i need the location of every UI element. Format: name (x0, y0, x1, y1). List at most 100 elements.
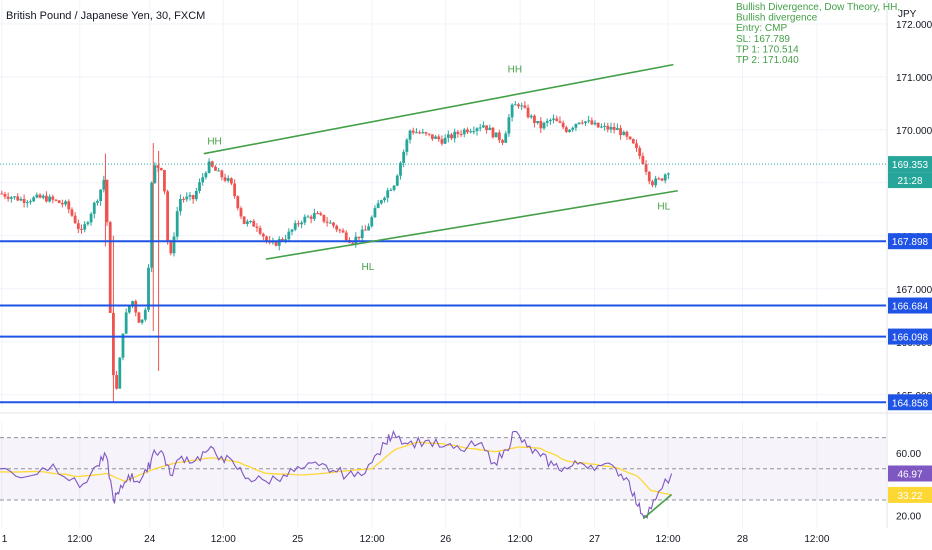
candle-body-148 (472, 131, 476, 133)
candle-body-105 (335, 225, 339, 230)
candle-body-158 (504, 133, 508, 143)
candle-body-154 (491, 127, 495, 138)
candle-body-113 (360, 229, 364, 239)
rsi-value-tag: 46.97 (897, 469, 922, 480)
candle-body-127 (405, 139, 409, 152)
level-tag-1-bg (888, 297, 932, 314)
candle-body-171 (545, 121, 549, 123)
trade-note-line-5: TP 2: 171.040 (736, 55, 799, 66)
candle-body-49 (156, 165, 160, 168)
candle-body-130 (415, 132, 418, 134)
candle-body-62 (198, 182, 201, 192)
candle-body-29 (92, 202, 96, 214)
candle-body-199 (635, 143, 638, 149)
candle-body-32 (102, 179, 106, 190)
time-axis[interactable]: 1 12:00 24 12:00 25 12:00 26 12:00 27 12:00 28 12:0… (2, 534, 830, 545)
candle-body-118 (376, 203, 380, 209)
candle-body-8 (25, 202, 29, 204)
candle-body-93 (297, 223, 300, 225)
countdown-tag-bg (888, 172, 932, 189)
candle-body-116 (370, 217, 374, 227)
price-tick-5: 167.000 (896, 285, 932, 296)
time-tick-3: 12:00 (211, 534, 236, 545)
countdown-tag: 21:28 (897, 176, 922, 187)
candle-body-4 (13, 196, 16, 198)
candle-body-55 (175, 211, 179, 237)
candle-body-107 (341, 230, 345, 233)
level-tag-2-bg (888, 328, 932, 345)
time-tick-5: 12:00 (360, 534, 385, 545)
symbol-title[interactable]: British Pound / Japanese Yen, 30, FXCM (6, 10, 205, 22)
candle-body-139 (443, 137, 447, 144)
candle-body-164 (523, 105, 527, 108)
candle-body-92 (293, 223, 297, 230)
candle-body-175 (558, 121, 562, 123)
candle-body-59 (188, 195, 192, 197)
candle-body-95 (303, 216, 307, 223)
time-tick-6: 26 (440, 534, 452, 545)
candle-body-31 (99, 189, 103, 202)
time-tick-11: 12:00 (804, 534, 829, 545)
candle-body-77 (245, 221, 249, 224)
candle-body-72 (230, 178, 233, 184)
candle-body-121 (386, 190, 390, 198)
candle-body-102 (325, 221, 329, 223)
candle-body-17 (54, 199, 58, 201)
candle-body-124 (395, 175, 399, 186)
candle-body-48 (153, 165, 157, 183)
rsi-line (0, 429, 673, 519)
candle-body-125 (399, 162, 402, 176)
candle-body-47 (150, 182, 154, 268)
trade-note-line-4: TP 1: 170.514 (736, 44, 799, 55)
candle-body-53 (169, 242, 173, 254)
candle-body-21 (67, 201, 71, 210)
candle-body-149 (475, 128, 479, 132)
candle-body-27 (86, 222, 90, 225)
candle-body-52 (166, 191, 170, 243)
candle-body-152 (485, 125, 488, 131)
candle-body-67 (214, 166, 217, 171)
candle-body-202 (644, 164, 648, 172)
rsi-ma-tag-bg (888, 486, 932, 503)
candle-body-166 (529, 115, 533, 118)
candle-body-119 (379, 200, 383, 204)
candle-body-132 (421, 132, 425, 134)
candle-body-6 (19, 198, 23, 201)
rsi-series (0, 429, 673, 520)
candle-body-183 (584, 121, 587, 124)
candle-body-145 (462, 129, 466, 135)
candle-body-192 (612, 126, 616, 131)
candle-body-0 (0, 193, 4, 195)
rsi-tick-1: 20.00 (896, 512, 921, 523)
channel-lower-line (265, 189, 678, 260)
candle-body-50 (159, 167, 163, 171)
candle-body-114 (363, 229, 367, 231)
time-tick-7: 12:00 (508, 534, 533, 545)
candle-body-173 (552, 118, 555, 120)
candle-body-96 (306, 216, 310, 218)
candle-body-155 (494, 132, 498, 138)
candle-body-54 (172, 236, 176, 254)
candle-body-76 (242, 216, 246, 224)
candle-body-151 (482, 125, 485, 128)
candle-body-165 (526, 107, 530, 118)
candle-body-200 (638, 148, 642, 157)
candle-body-15 (48, 196, 52, 202)
currency-label: JPY (898, 9, 917, 20)
candle-body-78 (249, 220, 252, 222)
candle-body-147 (469, 131, 473, 133)
price-axis[interactable]: 172.000171.000170.000169.000168.000167.0… (888, 20, 932, 523)
candle-body-42 (134, 301, 138, 313)
trade-note-line-0: Bullish Divergence, Dow Theory, HH, (736, 2, 900, 13)
candle-body-209 (666, 173, 670, 175)
candle-body-177 (564, 127, 568, 132)
candle-body-74 (236, 196, 240, 209)
candle-body-46 (147, 267, 150, 310)
rsi-value-tag-bg (888, 465, 932, 482)
candle-body-70 (223, 177, 227, 181)
candle-body-138 (440, 139, 444, 144)
candle-body-194 (619, 128, 622, 136)
rsi-ma-tag: 33.22 (897, 491, 922, 502)
candle-body-82 (261, 233, 265, 237)
candle-body-80 (255, 226, 259, 228)
